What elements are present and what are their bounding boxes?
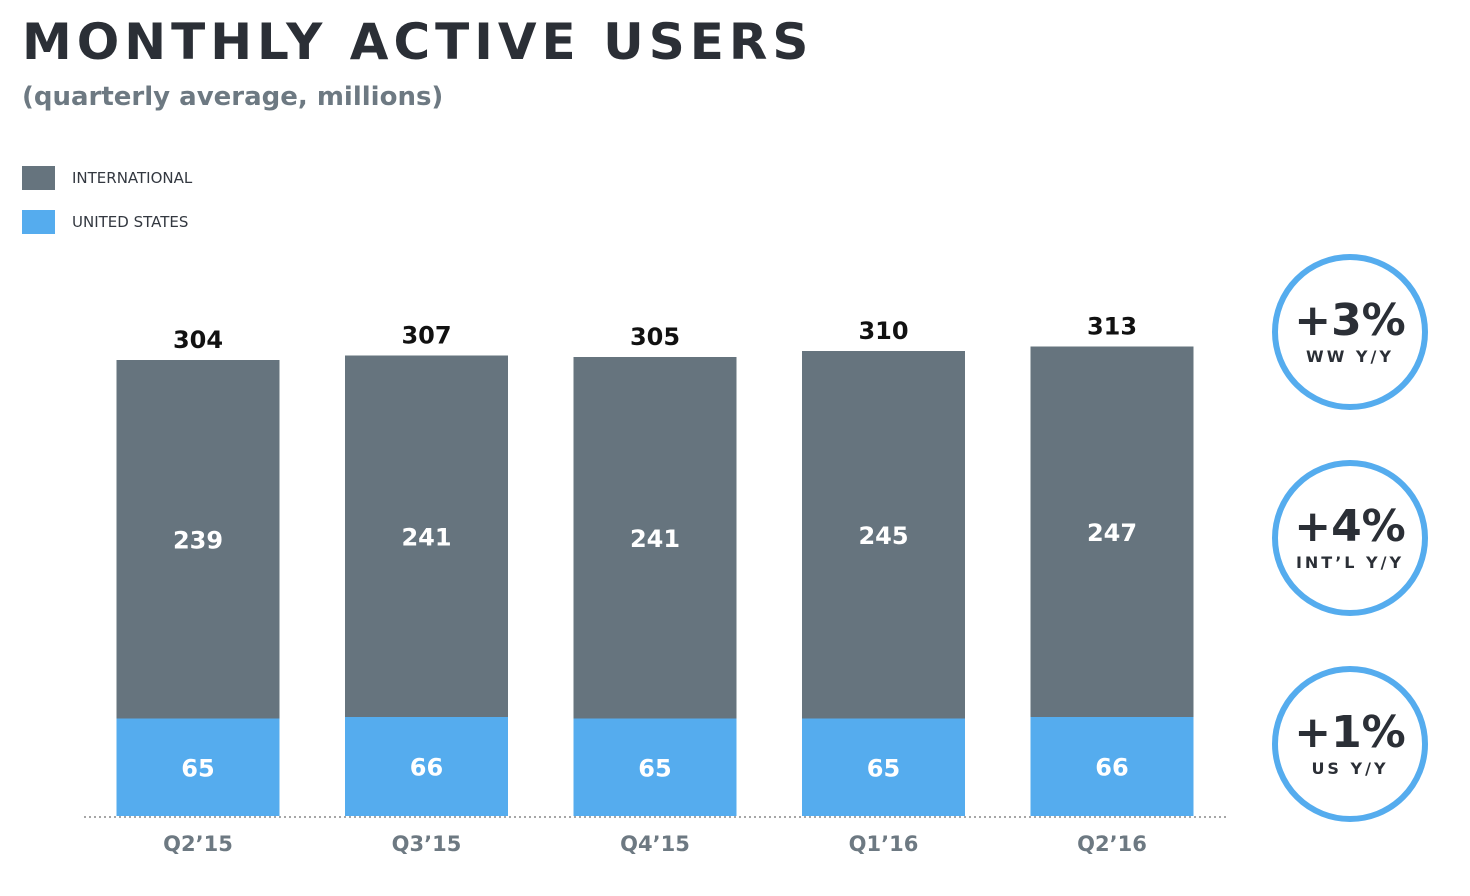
legend-swatch-international [22, 166, 55, 190]
bar-united-states-q4-15 [573, 718, 737, 816]
stacked-bar-chart: 65 239 304 Q2’15 66 241 307 Q3’15 65 241 305 Q4’15 6… [84, 313, 1228, 856]
data-label-united-states-q2-16: 66 [1095, 754, 1128, 782]
bar-international-q4-15 [573, 357, 737, 719]
data-label-international-q2-15: 239 [173, 526, 223, 554]
data-label-united-states-q4-15: 65 [638, 754, 671, 782]
bar-international-q1-16 [802, 351, 965, 719]
bar-united-states-q1-16 [802, 718, 965, 816]
badge-label-ww: WW Y/Y [1306, 347, 1394, 366]
data-label-international-q3-15: 241 [401, 523, 451, 551]
data-label-international-q2-16: 247 [1087, 519, 1137, 547]
chart-title: MONTHLY ACTIVE USERS [22, 13, 814, 71]
data-label-united-states-q2-15: 65 [181, 754, 214, 782]
data-label-united-states-q1-16: 65 [867, 754, 900, 782]
data-label-international-q4-15: 241 [630, 525, 680, 553]
bar-united-states-q3-15 [345, 717, 508, 816]
growth-badge-ww: +3% WW Y/Y [1272, 254, 1428, 410]
bar-international-q3-15 [345, 355, 508, 717]
badge-value-intl: +4% [1294, 501, 1406, 552]
badge-label-us: US Y/Y [1311, 759, 1389, 778]
x-tick-label-q4-15: Q4’15 [620, 832, 690, 856]
x-tick-label-q2-15: Q2’15 [163, 832, 233, 856]
bar-international-q2-16 [1030, 346, 1194, 717]
chart-subtitle: (quarterly average, millions) [22, 82, 444, 112]
bar-united-states-q2-15 [116, 718, 280, 816]
x-tick-label-q1-16: Q1’16 [849, 832, 919, 856]
legend-label-international: INTERNATIONAL [72, 169, 193, 187]
growth-badge-intl: +4% INT’L Y/Y [1272, 460, 1428, 616]
data-label-united-states-q3-15: 66 [410, 754, 443, 782]
legend-swatch-united-states [22, 210, 55, 234]
x-tick-label-q2-16: Q2’16 [1077, 832, 1147, 856]
badge-value-us: +1% [1294, 707, 1406, 758]
legend-item-international: INTERNATIONAL [22, 166, 192, 190]
legend-label-united-states: UNITED STATES [72, 213, 189, 231]
bar-international-q2-15 [116, 360, 280, 719]
data-label-total-q2-15: 304 [173, 326, 223, 354]
x-tick-label-q3-15: Q3’15 [392, 832, 462, 856]
legend-item-united-states: UNITED STATES [22, 210, 188, 234]
growth-badge-us: +1% US Y/Y [1272, 666, 1428, 822]
data-label-total-q4-15: 305 [630, 323, 680, 351]
badge-value-ww: +3% [1294, 295, 1406, 346]
data-label-total-q1-16: 310 [858, 317, 908, 345]
data-label-international-q1-16: 245 [858, 522, 908, 550]
bar-united-states-q2-16 [1030, 717, 1194, 816]
data-label-total-q3-15: 307 [401, 322, 451, 350]
badge-label-intl: INT’L Y/Y [1295, 553, 1405, 572]
data-label-total-q2-16: 313 [1087, 313, 1137, 341]
